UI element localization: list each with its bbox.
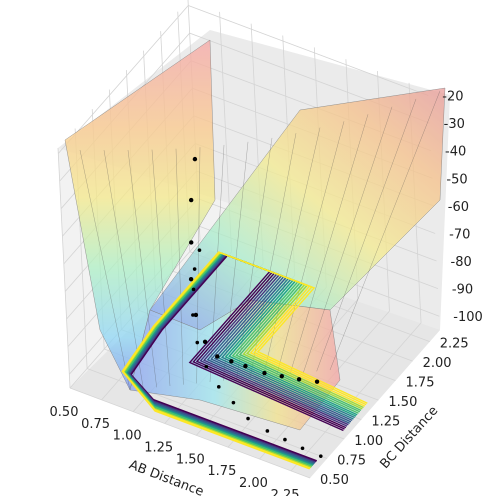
trajectory-floor-point <box>204 364 209 369</box>
contour-projection <box>121 251 368 470</box>
y-tick-label: 0.50 <box>320 473 349 488</box>
mesh-line <box>127 150 157 388</box>
z-tick-label: -30 <box>444 117 465 132</box>
grid-line-y <box>57 147 71 389</box>
trajectory-point <box>279 373 284 379</box>
z-tick-label: -100 <box>453 310 483 325</box>
mesh-line <box>303 106 393 373</box>
z-tick-label: -90 <box>452 283 473 298</box>
mesh-line <box>276 121 345 376</box>
trajectory-point <box>243 363 248 369</box>
trajectory-point <box>188 276 194 282</box>
trajectory-floor-point <box>191 313 195 317</box>
trajectory-floor-point <box>265 429 270 433</box>
trajectory-point <box>189 240 194 245</box>
mesh-line <box>329 90 441 371</box>
x-tick-label: 0.75 <box>81 417 110 432</box>
x-tick-label: 2.00 <box>239 476 268 491</box>
x-tick-label: 1.25 <box>144 441 173 456</box>
z-tick-label: -20 <box>442 90 463 105</box>
trajectory-point <box>262 370 267 376</box>
trajectory-floor-point <box>283 437 287 442</box>
x-tick-label: 1.75 <box>207 464 236 479</box>
trajectory-point <box>192 156 198 162</box>
y-tick-label: 1.00 <box>354 434 383 449</box>
trajectory-floor-point <box>197 248 202 252</box>
mesh-line <box>316 98 417 372</box>
z-tick-label: -40 <box>445 145 466 160</box>
trajectory-point <box>215 354 220 359</box>
trajectory-point <box>314 379 320 384</box>
y-tick-label: 1.25 <box>371 415 400 430</box>
x-tick-label: 0.50 <box>50 405 79 420</box>
z-tick-label: -60 <box>448 200 469 215</box>
y-axis-ticks: 0.50 0.75 1.00 1.25 1.50 1.75 2.00 2.25 <box>320 337 469 488</box>
y-tick-label: 0.75 <box>337 454 366 469</box>
contour-line <box>121 251 368 470</box>
x-tick-label: 1.00 <box>113 429 142 444</box>
mesh-line <box>236 137 273 380</box>
y-tick-label: 2.00 <box>423 356 452 371</box>
x-axis-ticks: 0.500.751.001.251.501.752.002.25 <box>50 405 300 496</box>
trajectory-floor-point <box>318 454 323 458</box>
trajectory-point <box>229 359 234 364</box>
mesh-line <box>175 148 184 385</box>
grid-line-x-floor <box>290 322 422 472</box>
z-tick-label: -50 <box>446 172 467 187</box>
grid-line-y-floor <box>69 387 311 479</box>
trajectory-floor-point <box>246 416 250 421</box>
mesh-line <box>103 150 144 389</box>
z-tick-label: -70 <box>449 227 470 242</box>
trajectory-point <box>188 197 194 203</box>
y-tick-label: 1.75 <box>406 376 435 391</box>
grid-line-z <box>57 5 429 154</box>
trajectory-floor-point <box>192 267 197 271</box>
mesh-line <box>289 114 369 375</box>
trajectory-point <box>296 377 302 382</box>
trajectory-floor-point <box>231 400 236 405</box>
trajectory-floor-point <box>195 340 200 345</box>
y-tick-label: 2.25 <box>440 337 469 352</box>
trajectory-points <box>188 156 323 458</box>
mesh-line <box>151 149 171 387</box>
trajectory-floor-point <box>216 385 221 389</box>
trajectory-point <box>193 312 199 318</box>
trajectory-floor-point <box>300 446 305 451</box>
x-tick-label: 2.25 <box>271 488 300 496</box>
x-tick-label: 1.50 <box>176 452 205 467</box>
mesh-line <box>79 149 131 391</box>
trajectory-point <box>202 339 208 345</box>
z-axis-ticks: -20 -30 -40 -50 -60 -70 -80 -90 -100 <box>442 90 483 326</box>
z-tick-label: -80 <box>451 255 472 270</box>
y-tick-label: 1.50 <box>388 395 417 410</box>
trajectory-floor-point <box>191 287 196 292</box>
